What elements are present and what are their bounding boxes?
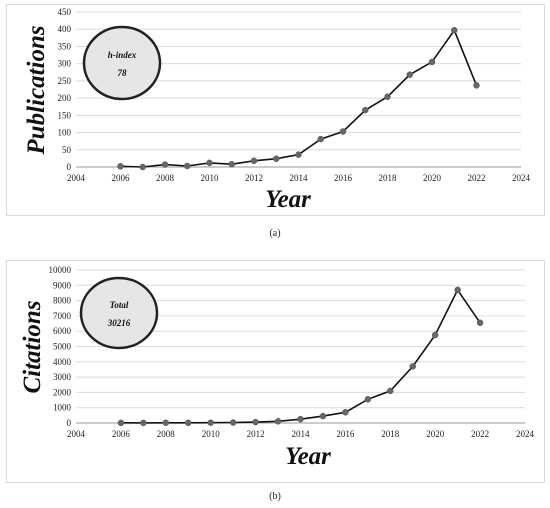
chart-b-x-axis-label: Year: [285, 443, 331, 470]
chart-b-x-tick-label: 2016: [336, 429, 355, 439]
chart-a-data-point: [139, 163, 146, 171]
chart-a-x-tick-label: 2020: [423, 173, 442, 183]
chart-a-data-point: [250, 157, 258, 165]
chart-a-data-point: [184, 162, 191, 170]
chart-a-x-tick-label: 2016: [334, 173, 353, 183]
chart-a-x-tick-label: 2006: [112, 173, 131, 183]
chart-a-y-tick-label: 400: [58, 24, 72, 34]
chart-a-data-point: [406, 71, 413, 78]
chart-b-data-point: [252, 418, 259, 426]
chart-b-y-tick-label: 5000: [53, 342, 72, 352]
chart-a-y-axis-label: Publications: [23, 25, 50, 155]
chart-b-x-tick-label: 2008: [157, 429, 176, 439]
chart-a-data-point: [317, 135, 324, 143]
chart-b-y-tick-label: 10000: [49, 265, 72, 275]
chart-a-y-tick-label: 350: [58, 41, 72, 51]
chart-a-data-point: [117, 163, 124, 170]
chart-a-y-tick-label: 50: [62, 145, 72, 155]
chart-b-x-tick-label: 2006: [112, 429, 131, 439]
chart-a-x-tick-label: 2008: [156, 173, 175, 183]
chart-b-data-point: [454, 286, 461, 294]
chart-b-y-tick-label: 1000: [53, 403, 72, 413]
chart-a-x-tick-label: 2012: [245, 173, 263, 183]
chart-b-data-point: [364, 396, 372, 403]
chart-b-data-point: [162, 419, 170, 427]
chart-a-y-tick-label: 0: [67, 162, 72, 172]
chart-b-annotation-circle: [79, 276, 159, 350]
chart-a-y-tick-label: 450: [58, 7, 72, 17]
chart-a-data-point: [206, 159, 213, 167]
chart-b-y-tick-label: 4000: [53, 357, 72, 367]
chart-a-data-point: [339, 128, 347, 135]
chart-b-annotation-line2: 30216: [107, 318, 131, 328]
chart-b-y-tick-label: 0: [67, 418, 72, 428]
chart-b-y-tick-label: 9000: [53, 280, 72, 290]
chart-b-series-line: [120, 288, 481, 424]
chart-a-y-tick-label: 200: [58, 93, 72, 103]
chart-a-x-axis-label: Year: [265, 186, 311, 213]
chart-b-data-point: [207, 419, 214, 426]
chart-a-x-tick-label: 2010: [201, 173, 220, 183]
chart-b-y-axis-label: Citations: [19, 300, 46, 393]
chart-a-annotation-circle: [82, 25, 162, 101]
chart-b-data-point: [409, 363, 416, 370]
chart-b-data-point: [319, 412, 327, 420]
caption-a: (a): [269, 228, 281, 239]
chart-b-data-point: [387, 387, 394, 395]
chart-a-x-tick-label: 2024: [512, 173, 531, 183]
chart-b-data-point: [274, 418, 282, 425]
chart-b-y-tick-label: 2000: [53, 387, 72, 397]
chart-a-data-point: [295, 151, 302, 158]
chart-a-data-point: [161, 161, 169, 168]
chart-a-annotation-line2: 78: [118, 68, 128, 78]
chart-b-x-tick-label: 2012: [247, 429, 265, 439]
chart-b-x-tick-label: 2024: [516, 429, 535, 439]
chart-b-data-point: [229, 419, 237, 426]
chart-a-y-tick-label: 300: [58, 59, 72, 69]
chart-b-y-tick-label: 6000: [53, 326, 72, 336]
caption-b: (b): [269, 491, 281, 502]
chart-b-data-point: [117, 419, 125, 427]
chart-a-data-point: [473, 82, 480, 89]
chart-b-x-tick-label: 2022: [471, 429, 489, 439]
chart-b-y-tick-label: 3000: [53, 372, 72, 382]
chart-b-x-tick-label: 2004: [67, 429, 86, 439]
chart-b-x-tick-label: 2014: [292, 429, 311, 439]
chart-a-data-point: [384, 93, 391, 100]
chart-b-data-point: [342, 409, 349, 416]
chart-a-x-tick-label: 2004: [67, 173, 86, 183]
chart-b-data-point: [140, 419, 147, 427]
chart-b-data-point: [476, 319, 484, 327]
chart-a-annotation-line1: h-index: [108, 50, 137, 60]
chart-a-y-tick-label: 100: [58, 128, 72, 138]
chart-a-x-tick-label: 2018: [379, 173, 398, 183]
chart-b-data-point: [297, 415, 304, 423]
chart-a-data-point: [228, 160, 235, 168]
chart-a-x-tick-label: 2022: [468, 173, 486, 183]
chart-b-y-tick-label: 7000: [53, 311, 72, 321]
chart-b-x-tick-label: 2018: [381, 429, 400, 439]
chart-a-x-tick-label: 2014: [290, 173, 309, 183]
chart-a-y-tick-label: 250: [58, 76, 72, 86]
chart-b-data-point: [185, 419, 192, 427]
chart-a-data-point: [273, 155, 280, 162]
chart-a-data-point: [362, 106, 369, 114]
chart-b-x-tick-label: 2010: [202, 429, 221, 439]
chart-a-data-point: [428, 58, 436, 66]
chart-b-y-tick-label: 8000: [53, 296, 72, 306]
chart-a-data-point: [451, 27, 458, 34]
chart-b-data-point: [431, 331, 439, 339]
chart-b-annotation-line1: Total: [110, 300, 129, 310]
chart-b-x-tick-label: 2020: [426, 429, 445, 439]
chart-a-series-line: [120, 28, 478, 168]
chart-a-y-tick-label: 150: [58, 110, 72, 120]
